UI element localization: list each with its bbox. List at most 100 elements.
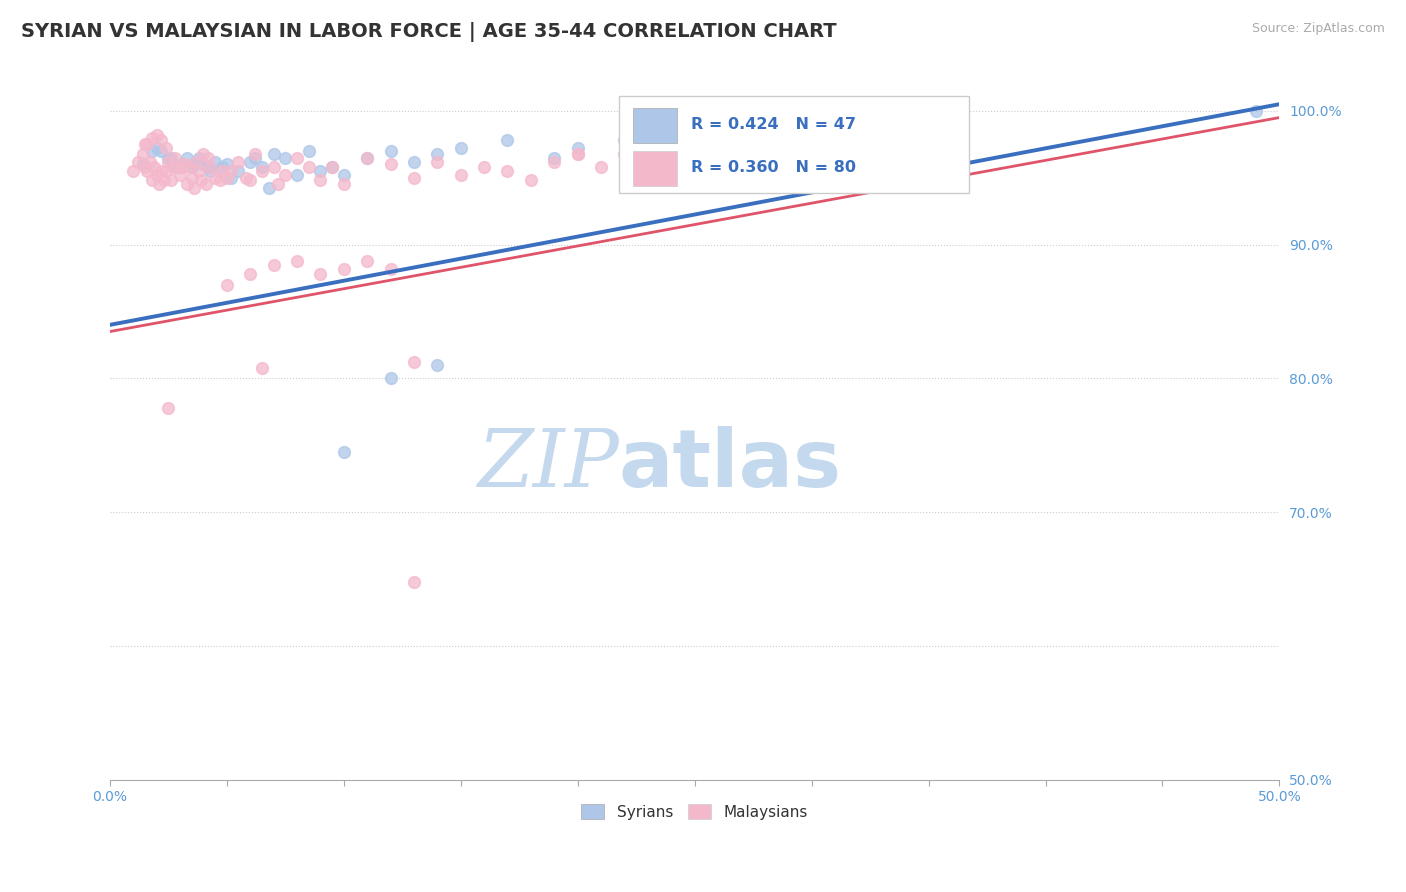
Point	[200, 164, 222, 178]
Point	[169, 168, 191, 182]
Point	[298, 160, 321, 174]
Point	[193, 146, 215, 161]
Point	[613, 146, 636, 161]
Point	[250, 164, 273, 178]
Point	[157, 151, 180, 165]
Point	[176, 178, 198, 192]
Point	[211, 164, 233, 178]
Text: SYRIAN VS MALAYSIAN IN LABOR FORCE | AGE 35-44 CORRELATION CHART: SYRIAN VS MALAYSIAN IN LABOR FORCE | AGE…	[21, 22, 837, 42]
Point	[194, 178, 217, 192]
Point	[165, 151, 187, 165]
Point	[263, 146, 285, 161]
FancyBboxPatch shape	[633, 152, 678, 186]
Point	[309, 164, 332, 178]
Point	[250, 360, 273, 375]
Point	[155, 164, 177, 178]
Point	[332, 168, 354, 182]
Point	[131, 146, 153, 161]
Point	[274, 168, 297, 182]
Point	[496, 164, 519, 178]
Point	[162, 160, 184, 174]
Point	[356, 151, 378, 165]
Point	[567, 146, 589, 161]
Point	[190, 173, 212, 187]
Point	[543, 154, 565, 169]
Point	[159, 173, 181, 187]
Point	[141, 130, 163, 145]
Point	[131, 157, 153, 171]
Point	[426, 358, 449, 372]
Point	[263, 160, 285, 174]
Point	[402, 355, 425, 369]
Point	[136, 137, 159, 152]
Point	[148, 178, 170, 192]
Point	[309, 267, 332, 281]
Point	[180, 170, 202, 185]
Point	[613, 133, 636, 147]
Point	[274, 151, 297, 165]
Text: R = 0.360   N = 80: R = 0.360 N = 80	[692, 161, 856, 176]
Text: R = 0.424   N = 47: R = 0.424 N = 47	[692, 118, 856, 132]
Point	[250, 160, 273, 174]
Point	[141, 173, 163, 187]
Point	[239, 154, 262, 169]
Point	[402, 154, 425, 169]
Point	[169, 160, 191, 174]
Point	[380, 157, 402, 171]
Point	[143, 160, 166, 174]
Point	[200, 160, 222, 174]
FancyBboxPatch shape	[619, 96, 970, 193]
Point	[228, 154, 250, 169]
Point	[243, 146, 266, 161]
Point	[197, 160, 219, 174]
Point	[215, 157, 238, 171]
Point	[211, 160, 233, 174]
Point	[426, 146, 449, 161]
Point	[754, 137, 776, 152]
Point	[356, 253, 378, 268]
Point	[166, 160, 188, 174]
Point	[183, 181, 205, 195]
Point	[520, 173, 543, 187]
Point	[228, 164, 250, 178]
Point	[332, 445, 354, 459]
Point	[176, 151, 198, 165]
Point	[157, 154, 180, 169]
Point	[150, 144, 173, 158]
Point	[155, 141, 177, 155]
Point	[136, 164, 159, 178]
Point	[193, 157, 215, 171]
Point	[243, 151, 266, 165]
Point	[1244, 103, 1267, 118]
Point	[567, 146, 589, 161]
Point	[263, 258, 285, 272]
Point	[591, 160, 613, 174]
Point	[215, 277, 238, 292]
Point	[285, 253, 308, 268]
Point	[172, 160, 194, 174]
Point	[122, 164, 145, 178]
Point	[380, 261, 402, 276]
Point	[180, 160, 202, 174]
Point	[402, 170, 425, 185]
Point	[145, 168, 167, 182]
Point	[134, 137, 156, 152]
Point	[162, 157, 184, 171]
Point	[197, 151, 219, 165]
Point	[402, 574, 425, 589]
Point	[173, 157, 195, 171]
Legend: Syrians, Malaysians: Syrians, Malaysians	[575, 797, 814, 826]
Point	[150, 133, 173, 147]
Point	[221, 170, 243, 185]
Point	[172, 157, 194, 171]
FancyBboxPatch shape	[633, 109, 678, 143]
Point	[321, 160, 343, 174]
Point	[543, 151, 565, 165]
Point	[150, 164, 173, 178]
Point	[332, 261, 354, 276]
Point	[426, 154, 449, 169]
Point	[204, 154, 226, 169]
Point	[637, 151, 659, 165]
Point	[659, 141, 682, 155]
Point	[659, 133, 682, 147]
